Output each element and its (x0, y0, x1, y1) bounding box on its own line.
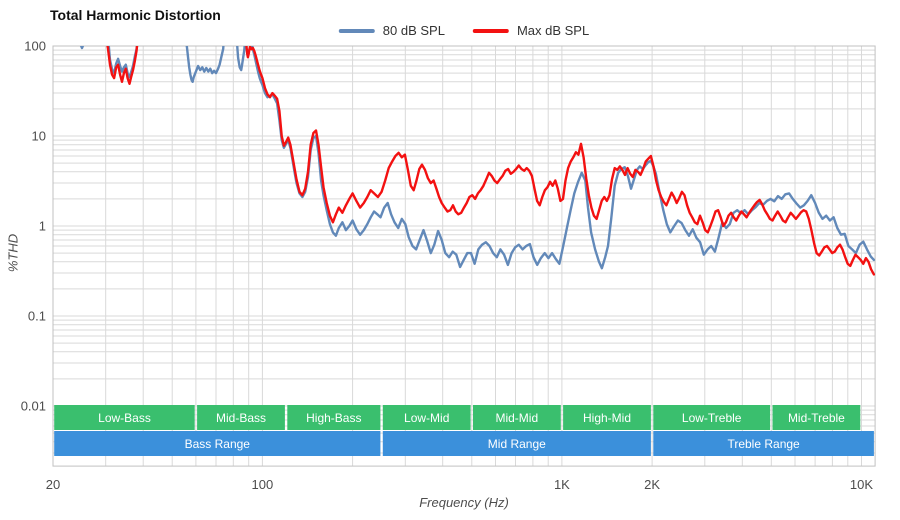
plot-border (52, 45, 876, 467)
legend-swatch-80db (338, 28, 375, 33)
x-tick-10k: 10K (850, 477, 873, 492)
y-tick-1: 1 (39, 219, 46, 234)
band-mid-treble[interactable] (772, 405, 861, 430)
y-tick-0-01: 0.01 (21, 399, 46, 414)
band-high-bass[interactable] (287, 405, 381, 430)
legend-label-maxdb: Max dB SPL (516, 23, 590, 38)
band-label-mid-mid: Mid-Mid (495, 411, 538, 425)
legend-item-80db[interactable]: 80 dB SPL (338, 23, 445, 38)
band-low-bass[interactable] (54, 405, 195, 430)
band-label-high-bass: High-Bass (306, 411, 361, 425)
y-tick-0-1: 0.1 (28, 309, 46, 324)
band-low-treble[interactable] (653, 405, 771, 430)
x-tick-20: 20 (46, 477, 60, 492)
x-axis-title: Frequency (Hz) (419, 495, 509, 510)
tick-labels: 100 10 1 0.1 0.01 20 100 1K 2K 10K (21, 39, 874, 493)
legend-label-80db: 80 dB SPL (382, 23, 445, 38)
gridlines (52, 45, 876, 467)
range-row: Bass Range Mid Range Treble Range (54, 431, 874, 456)
y-axis-title: %THD (5, 233, 21, 273)
range-label-bass-range: Bass Range (185, 437, 251, 451)
x-tick-2k: 2K (644, 477, 660, 492)
band-label-high-mid: High-Mid (583, 411, 631, 425)
band-row: Low-Bass Mid-Bass High-Bass Low-Mid Mid-Mid H… (54, 405, 861, 430)
range-treble-range[interactable] (653, 431, 874, 456)
legend-swatch-maxdb (472, 28, 509, 33)
band-label-low-treble: Low-Treble (682, 411, 742, 425)
x-tick-100: 100 (252, 477, 274, 492)
line-max-db-spl (106, 46, 876, 276)
range-bass-range[interactable] (54, 431, 381, 456)
range-label-treble-range: Treble Range (727, 437, 800, 451)
band-label-mid-bass: Mid-Bass (216, 411, 266, 425)
band-mid-bass[interactable] (197, 405, 285, 430)
y-tick-10: 10 (32, 129, 46, 144)
band-label-low-mid: Low-Mid (404, 411, 449, 425)
band-low-mid[interactable] (382, 405, 471, 430)
band-high-mid[interactable] (563, 405, 651, 430)
band-label-mid-treble: Mid-Treble (788, 411, 845, 425)
legend-item-maxdb[interactable]: Max dB SPL (472, 23, 590, 38)
y-tick-100: 100 (24, 39, 46, 54)
range-label-mid-range: Mid Range (488, 437, 546, 451)
range-mid-range[interactable] (382, 431, 651, 456)
x-tick-1k: 1K (554, 477, 570, 492)
band-label-low-bass: Low-Bass (98, 411, 151, 425)
band-mid-mid[interactable] (473, 405, 561, 430)
page-title: Total Harmonic Distortion (50, 7, 221, 23)
chart-legend: 80 dB SPL Max dB SPL (338, 23, 590, 38)
